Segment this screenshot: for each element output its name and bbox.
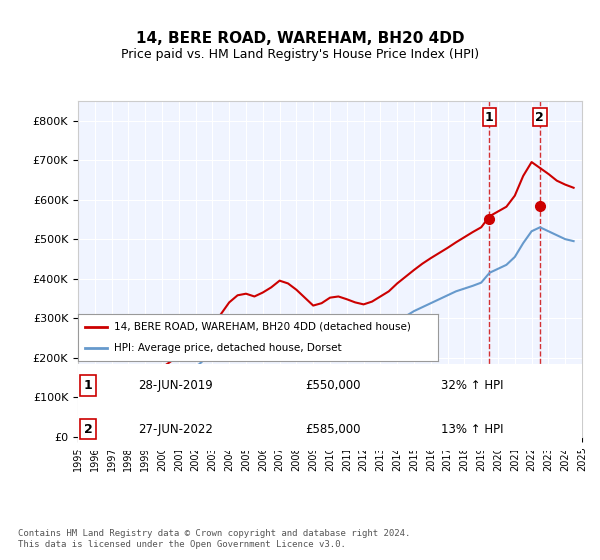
Text: £550,000: £550,000 [305,379,360,392]
Text: Contains HM Land Registry data © Crown copyright and database right 2024.
This d: Contains HM Land Registry data © Crown c… [18,529,410,549]
Text: 13% ↑ HPI: 13% ↑ HPI [441,423,503,436]
Text: 28-JUN-2019: 28-JUN-2019 [139,379,213,392]
Text: 14, BERE ROAD, WAREHAM, BH20 4DD: 14, BERE ROAD, WAREHAM, BH20 4DD [136,31,464,46]
Text: 27-JUN-2022: 27-JUN-2022 [139,423,214,436]
Text: 32% ↑ HPI: 32% ↑ HPI [441,379,503,392]
Text: HPI: Average price, detached house, Dorset: HPI: Average price, detached house, Dors… [114,343,341,353]
Text: £585,000: £585,000 [305,423,360,436]
Text: 2: 2 [535,111,544,124]
Text: 1: 1 [485,111,494,124]
Text: 14, BERE ROAD, WAREHAM, BH20 4DD (detached house): 14, BERE ROAD, WAREHAM, BH20 4DD (detach… [114,322,411,332]
Text: 2: 2 [84,423,92,436]
Text: Price paid vs. HM Land Registry's House Price Index (HPI): Price paid vs. HM Land Registry's House … [121,48,479,60]
Text: 1: 1 [84,379,92,392]
